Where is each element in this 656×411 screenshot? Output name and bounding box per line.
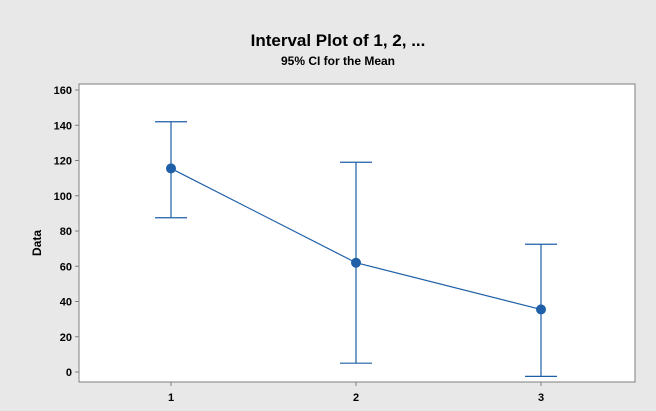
y-tick-label: 60 [60,261,72,273]
y-tick-label: 100 [54,191,72,203]
chart-title: Interval Plot of 1, 2, ... [251,31,426,50]
y-tick-label: 0 [66,367,72,379]
y-axis-label: Data [30,230,44,256]
x-tick-label: 3 [538,392,544,404]
x-axis-ticks: 1 2 3 [168,382,544,404]
y-tick-label: 40 [60,297,72,309]
x-tick-label: 2 [353,392,359,404]
mean-marker [166,163,176,174]
plot-area [78,83,636,383]
x-tick-label: 1 [168,392,174,404]
mean-marker [536,304,546,315]
y-tick-label: 140 [54,120,72,132]
y-tick-label: 80 [60,226,72,238]
mean-marker [351,257,361,268]
y-tick-label: 160 [54,85,72,97]
y-axis-ticks: 0 20 40 60 80 100 120 140 160 [54,85,79,379]
series-marks [155,121,557,378]
chart-subtitle: 95% CI for the Mean [281,54,395,68]
y-tick-label: 20 [60,332,72,344]
y-tick-label: 120 [54,156,72,168]
